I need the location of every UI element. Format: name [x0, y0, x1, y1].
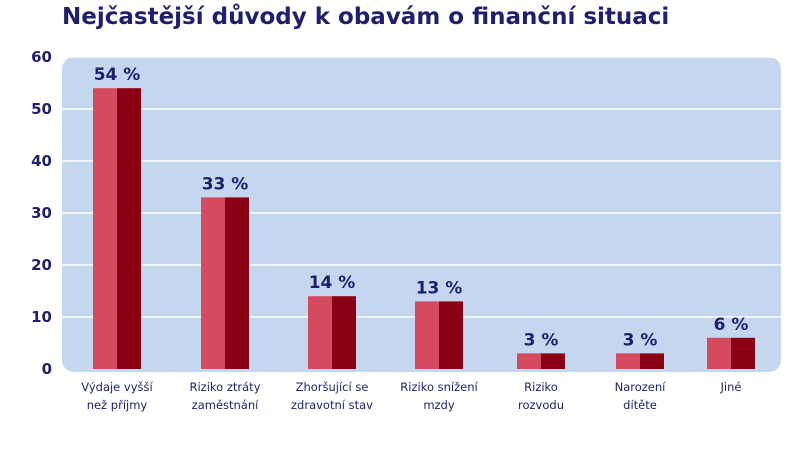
chart-title: Nejčastější důvody k obavám o finanční s… — [62, 4, 670, 30]
x-tick-label-line: Riziko snížení — [400, 380, 478, 394]
bar-right-face — [541, 353, 565, 369]
y-tick-label: 20 — [31, 256, 52, 274]
bar-right-face — [439, 301, 463, 369]
x-tick-label: Riziko snížení mzdy — [400, 380, 478, 412]
y-tick-label: 0 — [42, 360, 52, 378]
x-tick-label-line: Výdaje vyšší — [81, 380, 153, 394]
data-labels: 54 % 33 % 14 % 13 % 3 % 3 % 6 % — [94, 65, 749, 350]
bar-right-face — [117, 88, 141, 369]
x-tick-label: Riziko ztráty zaměstnání — [190, 380, 261, 412]
bar-left-face — [308, 296, 332, 369]
x-tick-label-line: než příjmy — [87, 398, 148, 412]
x-tick-label-line: Narození — [615, 380, 667, 394]
x-tick-label: Narození dítěte — [615, 380, 667, 412]
x-axis: Výdaje vyšší než příjmy Riziko ztráty zaměs… — [81, 380, 741, 412]
x-tick-label-line: Riziko ztráty — [190, 380, 261, 394]
x-tick-label-line: zaměstnání — [192, 398, 259, 412]
y-tick-label: 10 — [31, 308, 52, 326]
bar — [201, 197, 249, 369]
x-tick-label-line: rozvodu — [518, 398, 564, 412]
data-label: 6 % — [714, 315, 749, 335]
y-tick-label: 50 — [31, 100, 52, 118]
y-tick-label: 40 — [31, 152, 52, 170]
bar — [517, 353, 565, 369]
data-label: 14 % — [309, 273, 356, 293]
x-tick-label: Výdaje vyšší než příjmy — [81, 380, 153, 412]
x-tick-label-line: mzdy — [423, 398, 455, 412]
data-label: 13 % — [416, 278, 463, 298]
x-tick-label: Jiné — [720, 380, 742, 394]
bar-right-face — [731, 337, 755, 369]
bar-left-face — [201, 197, 225, 369]
bars — [93, 88, 755, 369]
bar — [616, 353, 664, 369]
bar — [415, 301, 463, 369]
y-tick-label: 60 — [31, 48, 52, 66]
data-label: 33 % — [202, 174, 249, 194]
x-tick-label-line: zdravotní stav — [291, 398, 373, 412]
x-tick-label: Riziko rozvodu — [518, 380, 564, 412]
bar-left-face — [93, 88, 117, 369]
data-label: 3 % — [623, 330, 658, 350]
y-tick-label: 30 — [31, 204, 52, 222]
data-label: 3 % — [524, 330, 559, 350]
bar-left-face — [616, 353, 640, 369]
x-tick-label-line: Riziko — [524, 380, 558, 394]
data-label: 54 % — [94, 65, 141, 85]
x-tick-label-line: Jiné — [720, 380, 742, 394]
bar — [707, 337, 755, 369]
bar-left-face — [517, 353, 541, 369]
bar — [308, 296, 356, 369]
bar-right-face — [640, 353, 664, 369]
x-tick-label: Zhoršující se zdravotní stav — [291, 380, 373, 412]
x-tick-label-line: dítěte — [623, 398, 657, 412]
bar — [93, 88, 141, 369]
bar-right-face — [225, 197, 249, 369]
bar-left-face — [707, 337, 731, 369]
bar-left-face — [415, 301, 439, 369]
y-axis: 0 10 20 30 40 50 60 — [31, 48, 52, 378]
x-tick-label-line: Zhoršující se — [296, 380, 369, 394]
bar-right-face — [332, 296, 356, 369]
